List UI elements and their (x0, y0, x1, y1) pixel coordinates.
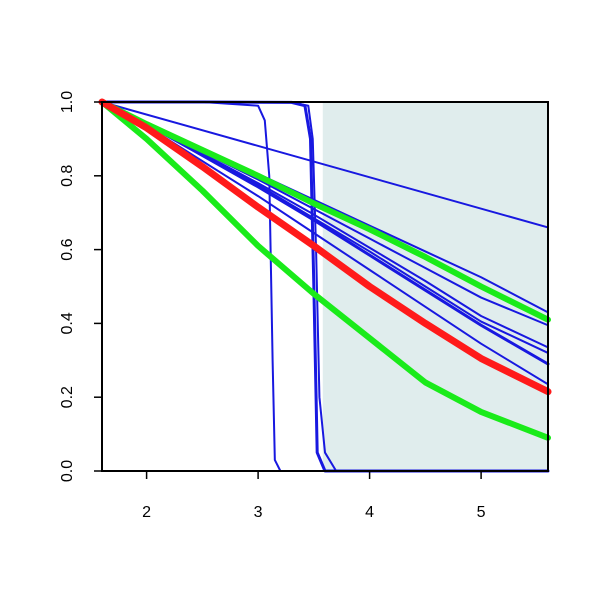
y-tick-label: 0.8 (59, 165, 76, 187)
series-line-green-11 (99, 99, 551, 323)
series-line-blue-1 (101, 101, 549, 229)
y-tick-label: 1.0 (59, 91, 76, 113)
axes-layer: 2 3 4 5 0.0 0.2 0.4 0.6 0.8 1.0 (59, 91, 549, 521)
x-tick-label: 2 (142, 504, 151, 521)
x-tick-label: 5 (477, 504, 486, 521)
plot-frame (101, 101, 549, 472)
x-tick-label: 4 (365, 504, 374, 521)
series-line-red-13 (98, 98, 552, 396)
series-line-green-12 (99, 99, 551, 441)
y-tick-label: 0.6 (59, 238, 76, 260)
x-tick-label: 3 (254, 504, 263, 521)
y-tick-label: 0.2 (59, 386, 76, 408)
y-tick-label: 0.0 (59, 460, 76, 482)
y-tick-label: 0.4 (59, 312, 76, 334)
